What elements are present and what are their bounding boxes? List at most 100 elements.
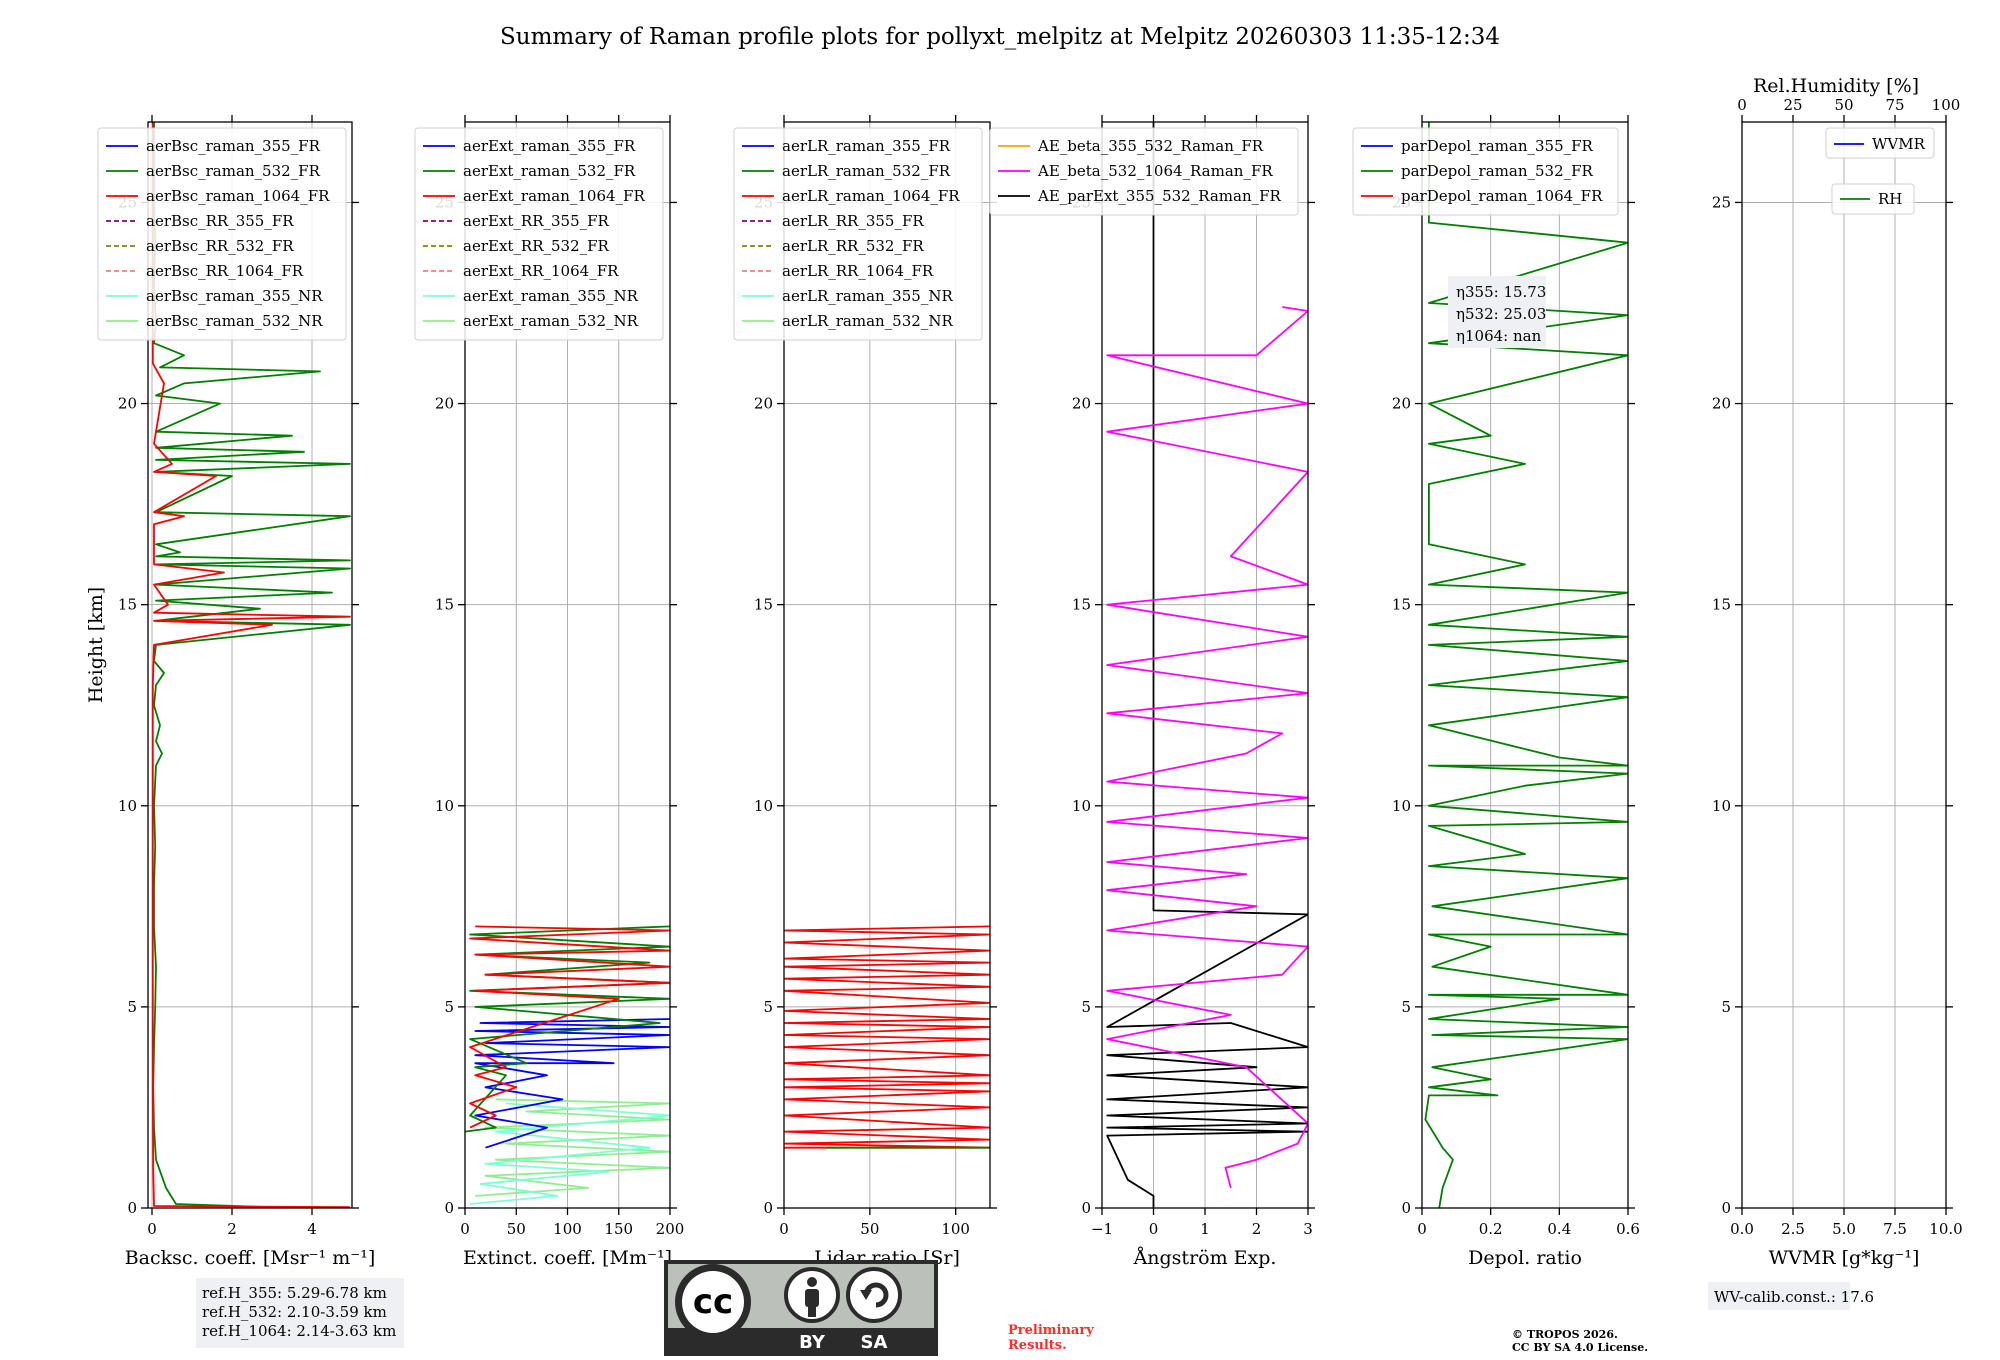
legend-rh: RH: [1831, 183, 1915, 215]
y-tick-label: 5: [127, 998, 137, 1016]
legend-label: parDepol_raman_532_FR: [1401, 162, 1594, 180]
rh-top-tick-label: 100: [1932, 96, 1961, 114]
legend-label: aerExt_RR_1064_FR: [463, 262, 619, 280]
y-tick-label: 0: [763, 1199, 773, 1217]
x-tick-label: 100: [941, 1220, 970, 1238]
sa-label: SA: [861, 1332, 888, 1353]
figure-title: Summary of Raman profile plots for polly…: [500, 24, 1500, 50]
y-tick-label: 15: [118, 596, 137, 614]
legend-label: aerLR_RR_355_FR: [782, 212, 924, 230]
x-tick-label: 2: [227, 1220, 237, 1238]
legend-box: [989, 127, 1299, 216]
eta-eta355: η355: 15.73: [1456, 283, 1546, 301]
legend-label: aerBsc_raman_1064_FR: [146, 187, 330, 205]
legend-label: aerExt_RR_355_FR: [463, 212, 610, 230]
y-tick-label: 0: [444, 1199, 454, 1217]
y-tick-label: 15: [1712, 596, 1731, 614]
y-tick-label: 5: [1401, 998, 1411, 1016]
y-tick-label: 10: [1392, 797, 1411, 815]
series-group: [1424, 122, 1628, 1208]
copyright-line-1: © TROPOS 2026.: [1512, 1328, 1618, 1341]
cc-label: cc: [693, 1282, 733, 1322]
eta-box: [1448, 276, 1546, 348]
x-axis-label: WVMR [g*kg⁻¹]: [1769, 1247, 1920, 1269]
legend-box: [1352, 127, 1619, 216]
series-line-AE_parExt_355_532_Raman_FR: [1106, 122, 1308, 1208]
x-tick-label: 0: [147, 1220, 157, 1238]
legend-wvmr: WVMR: [1825, 127, 1935, 159]
legend-label: aerLR_raman_355_FR: [782, 137, 951, 155]
legend-label: aerExt_raman_355_FR: [463, 137, 636, 155]
series-line-AE_beta_532_1064_Raman_FR: [1106, 306, 1308, 1189]
rh-top-tick-label: 50: [1834, 96, 1853, 114]
legend-label: aerBsc_raman_355_NR: [146, 287, 323, 305]
x-tick-label: 0: [1417, 1220, 1427, 1238]
y-tick-label: 20: [1712, 395, 1731, 413]
legend-box: [97, 127, 347, 341]
legend-label: aerExt_raman_1064_FR: [463, 187, 645, 205]
y-tick-label: 5: [444, 998, 454, 1016]
by-label: BY: [799, 1332, 826, 1353]
y-tick-label: 20: [1392, 395, 1411, 413]
plot-frame: [1101, 121, 1309, 1209]
y-axis-label: Height [km]: [85, 587, 107, 703]
x-tick-label: 0: [779, 1220, 789, 1238]
x-tick-label: 7.5: [1883, 1220, 1907, 1238]
series-line-parDepol_raman_532_FR: [1424, 122, 1628, 1208]
legend-label: AE_beta_355_532_Raman_FR: [1037, 137, 1264, 155]
legend-label: AE_beta_532_1064_Raman_FR: [1037, 162, 1273, 180]
x-tick-label: 2.5: [1781, 1220, 1805, 1238]
panels: 0510152025024Backsc. coeff. [Msr⁻¹ m⁻¹]a…: [97, 96, 1963, 1269]
legend-label: WVMR: [1872, 135, 1926, 153]
x-tick-label: 150: [604, 1220, 633, 1238]
plot-frame: [1741, 121, 1947, 1209]
ref-height-532: ref.H_532: 2.10-3.59 km: [202, 1303, 387, 1321]
series-group: [784, 925, 990, 1149]
legend: aerLR_raman_355_FR aerLR_raman_532_FR aerL…: [733, 127, 983, 341]
legend-label: aerLR_RR_532_FR: [782, 237, 924, 255]
legend: aerExt_raman_355_FR aerExt_raman_532_FRae…: [414, 127, 664, 341]
y-tick-label: 0: [1721, 1199, 1731, 1217]
y-tick-label: 10: [118, 797, 137, 815]
series-line-aerBsc_raman_1064_FR: [151, 122, 351, 1208]
y-tick-label: 15: [435, 596, 454, 614]
y-tick-label: 15: [754, 596, 773, 614]
legend-label: aerBsc_raman_532_NR: [146, 312, 323, 330]
legend: parDepol_raman_355_FR parDepol_raman_532_…: [1352, 127, 1619, 216]
preliminary-line-2: Results.: [1008, 1338, 1067, 1353]
legend-label: aerExt_raman_355_NR: [463, 287, 639, 305]
ref-height-355: ref.H_355: 5.29-6.78 km: [202, 1284, 387, 1302]
rh-top-axis-label: Rel.Humidity [%]: [1753, 75, 1919, 97]
x-tick-label: −1: [1091, 1220, 1113, 1238]
y-tick-label: 20: [754, 395, 773, 413]
y-tick-label: 15: [1072, 596, 1091, 614]
y-tick-label: 25: [1712, 193, 1731, 211]
series-line-aerLR_raman_1064_FR: [784, 925, 990, 1149]
plot-frame: [1421, 121, 1629, 1209]
legend-box: [1825, 127, 1935, 159]
panel-wv: 0 5 10 15 20 25 0.0 2.5 5.0 7.5 10.0 WVMR [g*kg⁻¹] 0…: [1712, 96, 1963, 1269]
panel-lr: 0510152025050100Lidar ratio [Sr]aerLR_ra…: [733, 115, 997, 1269]
legend: AE_beta_355_532_Raman_FR AE_beta_532_1064…: [989, 127, 1299, 216]
eta-annotation: η355: 15.73 η532: 25.03 η1064: nan: [1448, 276, 1546, 348]
preliminary-line-1: Preliminary: [1008, 1323, 1094, 1338]
eta-eta532: η532: 25.03: [1456, 305, 1546, 323]
series-line-aerExt_raman_532_NR: [475, 1098, 670, 1197]
x-tick-label: 5.0: [1832, 1220, 1856, 1238]
legend-label: aerBsc_RR_532_FR: [146, 237, 294, 255]
y-tick-label: 0: [127, 1199, 137, 1217]
x-axis-label: Ångström Exp.: [1133, 1247, 1277, 1269]
series-group: [1106, 122, 1308, 1208]
x-tick-label: 2: [1252, 1220, 1262, 1238]
rh-top-tick-label: 25: [1783, 96, 1802, 114]
plot-frame: [783, 121, 991, 1209]
legend-label: aerExt_RR_532_FR: [463, 237, 610, 255]
legend-label: aerBsc_RR_355_FR: [146, 212, 294, 230]
x-tick-label: 50: [860, 1220, 879, 1238]
x-axis-label: Depol. ratio: [1468, 1247, 1582, 1269]
legend-label: aerBsc_raman_355_FR: [146, 137, 321, 155]
legend-box: [733, 127, 983, 341]
x-tick-label: 0.2: [1479, 1220, 1503, 1238]
